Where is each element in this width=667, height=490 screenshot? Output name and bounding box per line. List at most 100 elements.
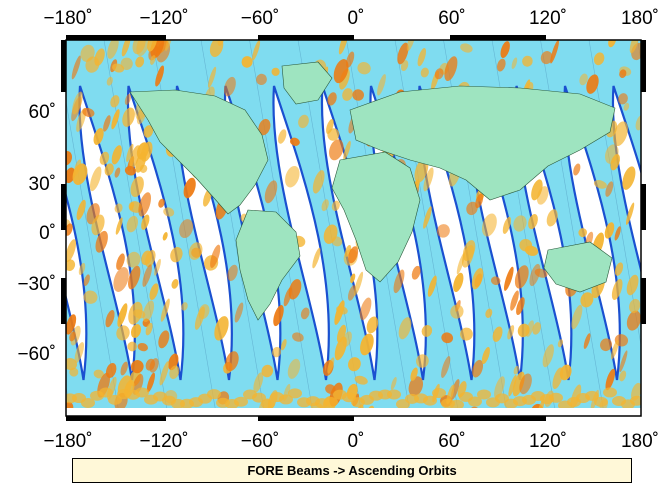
- wind-speed-blob: [179, 219, 194, 239]
- wind-speed-blob: [312, 170, 325, 194]
- wind-speed-blob: [336, 324, 347, 343]
- lat-label: 0˚: [39, 223, 56, 244]
- wind-speed-blob: [427, 275, 437, 297]
- wind-speed-blob: [366, 316, 379, 334]
- wind-speed-blob: [95, 230, 108, 253]
- southern-ocean-band: [630, 395, 641, 406]
- wind-speed-blob: [629, 298, 641, 314]
- wind-speed-blob: [117, 303, 128, 327]
- wind-speed-blob: [496, 58, 506, 72]
- wind-speed-blob: [481, 213, 497, 237]
- wind-speed-blob: [507, 325, 515, 340]
- wind-speed-blob: [169, 365, 180, 380]
- wind-speed-blob: [583, 333, 591, 349]
- wind-speed-blob: [132, 373, 144, 395]
- wind-speed-blob: [444, 56, 458, 81]
- wind-speed-blob: [66, 223, 73, 236]
- wind-speed-blob: [475, 193, 484, 209]
- wind-speed-blob: [353, 271, 364, 296]
- wind-speed-blob: [347, 285, 357, 301]
- wind-speed-blob: [327, 357, 335, 374]
- wind-speed-blob: [210, 244, 221, 268]
- australia-land: [543, 241, 613, 293]
- wind-speed-blob: [462, 244, 474, 268]
- wind-speed-blob: [198, 304, 210, 320]
- wind-speed-blob: [434, 68, 444, 80]
- wind-speed-blob: [502, 216, 512, 234]
- wind-speed-blob: [138, 192, 152, 217]
- swath-gap: [272, 85, 330, 381]
- wind-speed-blob: [93, 128, 104, 145]
- wind-speed-blob: [137, 342, 148, 352]
- wind-speed-blob: [147, 40, 158, 52]
- wind-speed-blob: [532, 322, 541, 335]
- wind-speed-blob: [264, 180, 278, 204]
- lon-label: −120˚: [139, 431, 188, 452]
- southern-ocean-band: [585, 390, 599, 401]
- wind-speed-blob: [436, 224, 450, 238]
- wind-speed-blob: [354, 375, 368, 385]
- southern-ocean-band: [594, 396, 608, 407]
- southern-ocean-band: [387, 389, 401, 400]
- wind-speed-blob: [578, 228, 588, 238]
- wind-speed-blob: [611, 278, 623, 300]
- greenland-land: [281, 61, 333, 105]
- wind-speed-blob: [519, 238, 533, 252]
- wind-speed-blob: [71, 55, 81, 80]
- wind-speed-blob: [513, 365, 519, 375]
- wind-speed-blob: [492, 326, 503, 342]
- lat-label: 60˚: [29, 102, 56, 123]
- wind-speed-blob: [500, 41, 510, 59]
- wind-speed-blob: [579, 73, 588, 86]
- southern-ocean-band: [324, 397, 338, 408]
- wind-speed-blob: [105, 309, 115, 328]
- wind-speed-blob: [512, 371, 525, 397]
- wind-speed-blob: [516, 297, 525, 316]
- wind-speed-blob: [485, 308, 493, 318]
- wind-speed-blob: [604, 144, 619, 164]
- lon-label: 120˚: [529, 431, 567, 452]
- wind-speed-blob: [342, 88, 353, 101]
- wind-speed-blob: [143, 125, 154, 138]
- wind-speed-blob: [289, 137, 300, 146]
- wind-speed-blob: [410, 367, 418, 381]
- wind-speed-blob: [116, 325, 130, 341]
- lat-label: −60˚: [17, 344, 56, 365]
- wind-speed-blob: [145, 358, 155, 371]
- wind-speed-blob: [423, 167, 434, 192]
- wind-speed-blob: [623, 102, 630, 111]
- wind-speed-blob: [72, 163, 88, 185]
- wind-speed-blob: [225, 351, 239, 372]
- wind-speed-blob: [261, 364, 274, 378]
- wind-speed-blob: [287, 358, 301, 379]
- wind-speed-blob: [288, 279, 302, 300]
- wind-speed-blob: [82, 107, 95, 118]
- wind-speed-blob: [490, 276, 501, 285]
- wind-speed-blob: [571, 304, 583, 330]
- wind-speed-blob: [622, 166, 636, 190]
- wind-speed-blob: [529, 263, 541, 287]
- bottom-gap: [66, 408, 641, 416]
- wind-speed-blob: [112, 63, 125, 73]
- wind-speed-blob: [126, 143, 134, 162]
- wind-speed-blob: [129, 202, 135, 211]
- wind-speed-blob: [104, 163, 114, 176]
- wind-speed-blob: [327, 92, 337, 106]
- southern-ocean-band: [207, 389, 221, 400]
- wind-speed-blob: [146, 372, 155, 393]
- southern-ocean-band: [108, 394, 122, 405]
- wind-speed-blob: [258, 118, 271, 136]
- wind-speed-blob: [158, 198, 165, 208]
- wind-speed-blob: [114, 167, 121, 178]
- wind-speed-blob: [336, 305, 348, 315]
- wind-speed-blob: [183, 177, 196, 199]
- wind-speed-blob: [586, 74, 599, 94]
- wind-speed-blob: [342, 331, 352, 348]
- wind-speed-blob: [227, 264, 238, 282]
- lon-label: 0˚: [348, 431, 365, 452]
- southern-ocean-band: [603, 387, 617, 398]
- lat-label: 30˚: [29, 174, 56, 195]
- wind-speed-blob: [66, 314, 77, 335]
- wind-speed-blob: [99, 151, 110, 165]
